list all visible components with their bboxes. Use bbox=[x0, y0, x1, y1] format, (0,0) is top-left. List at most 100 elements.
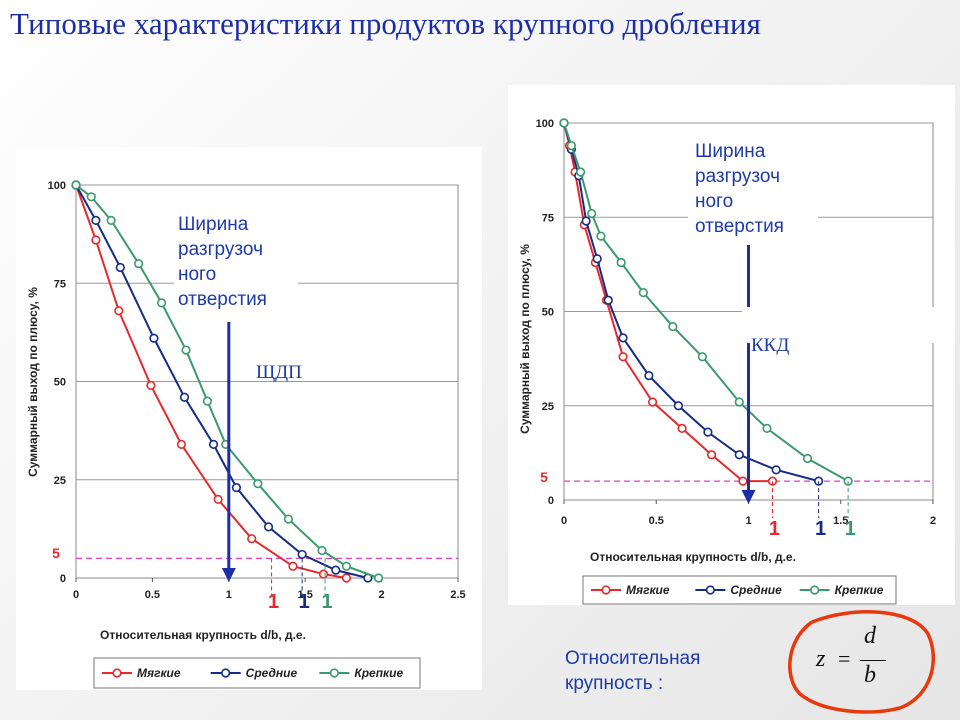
data-point bbox=[156, 298, 167, 308]
x-tick-label: 2.5 bbox=[450, 589, 465, 601]
formula-label: Относительная крупность : bbox=[565, 648, 701, 694]
data-point bbox=[771, 465, 781, 475]
page-title: Типовые характеристики продуктов крупног… bbox=[10, 6, 761, 41]
data-point bbox=[146, 380, 156, 391]
formula-fraction-bar bbox=[860, 660, 886, 661]
data-point bbox=[86, 192, 96, 202]
legend-label: Средние bbox=[730, 583, 782, 597]
data-point bbox=[317, 545, 327, 556]
legend-label: Мягкие bbox=[626, 583, 670, 597]
annotation-line: разгрузоч bbox=[695, 166, 780, 187]
data-point bbox=[677, 423, 687, 433]
data-point bbox=[71, 180, 81, 190]
data-point bbox=[668, 321, 678, 332]
data-point bbox=[603, 295, 613, 305]
x-axis-title: Относительная крупность d/b, д.е. bbox=[100, 628, 306, 642]
data-point bbox=[734, 397, 744, 407]
annotation-line: ного bbox=[695, 191, 733, 212]
data-point bbox=[318, 569, 329, 579]
data-point bbox=[253, 479, 263, 489]
annotation-box bbox=[688, 137, 818, 240]
crusher-title-box bbox=[742, 307, 934, 343]
data-point bbox=[802, 453, 813, 464]
data-point bbox=[576, 167, 586, 177]
y-tick-label: 25 bbox=[542, 401, 554, 413]
data-point bbox=[91, 215, 101, 225]
data-point bbox=[647, 397, 658, 407]
data-point bbox=[373, 573, 384, 583]
y-tick-label: 25 bbox=[54, 475, 66, 487]
data-point bbox=[618, 352, 628, 362]
legend-swatch-marker bbox=[329, 668, 339, 678]
y-tick-label: 50 bbox=[54, 377, 66, 389]
data-point bbox=[618, 333, 628, 343]
annotation-box bbox=[174, 207, 298, 317]
data-point bbox=[559, 118, 569, 128]
data-point bbox=[566, 141, 576, 151]
data-point bbox=[638, 288, 648, 298]
x-axis-title: Относительная крупность d/b, д.е. bbox=[590, 550, 796, 564]
data-point bbox=[703, 427, 713, 437]
data-point bbox=[596, 231, 606, 241]
chart-panel-right: 0 25 50 75 100 0 0.5 1 1.5 2 Суммарный выход по пл… bbox=[508, 85, 955, 605]
x-tick-label: 1 bbox=[226, 589, 232, 601]
formula-numerator: d bbox=[864, 623, 876, 649]
formula-ring bbox=[788, 610, 936, 714]
data-point bbox=[592, 254, 602, 264]
annotation-line: Ширина bbox=[695, 141, 766, 162]
x-tick-label: 1.5 bbox=[833, 515, 848, 527]
formula: z = d b bbox=[808, 622, 908, 692]
x-tick-label: 0 bbox=[73, 589, 79, 601]
end-label: 1 bbox=[845, 518, 856, 540]
legend-swatch-marker bbox=[705, 585, 715, 595]
y-tick-label: 100 bbox=[48, 180, 66, 192]
data-point bbox=[213, 494, 223, 505]
data-point bbox=[331, 565, 341, 575]
data-point bbox=[738, 476, 748, 486]
chart-panel-left: 0 25 50 75 100 0 0.5 1 1.5 2 2.5 Суммарный выход по… bbox=[16, 147, 482, 690]
formula-z: z bbox=[816, 646, 826, 672]
data-point bbox=[149, 333, 159, 343]
legend-label: Крепкие bbox=[835, 583, 884, 597]
legend-box bbox=[93, 657, 421, 689]
data-point bbox=[115, 262, 125, 273]
formula-equals: = bbox=[838, 646, 851, 671]
data-point bbox=[91, 235, 101, 245]
y-axis-title: Суммарный выход по плюсу, % bbox=[518, 244, 532, 434]
crusher-title: ККД bbox=[751, 335, 789, 356]
data-point bbox=[707, 450, 717, 460]
data-point bbox=[283, 514, 293, 524]
x-tick-label: 0.5 bbox=[649, 515, 664, 527]
data-point bbox=[644, 370, 654, 381]
data-point bbox=[134, 258, 144, 269]
data-point bbox=[114, 306, 124, 316]
data-point bbox=[208, 439, 219, 449]
y-tick-label: 50 bbox=[542, 307, 554, 319]
annotation-line: ного bbox=[178, 264, 216, 285]
annotation-line: отверстия bbox=[695, 216, 784, 237]
legend-swatch-marker bbox=[112, 668, 122, 678]
data-point bbox=[587, 208, 597, 219]
y-tick-label: 75 bbox=[542, 212, 554, 224]
legend-swatch-marker bbox=[221, 668, 231, 678]
annotation-line: разгрузоч bbox=[178, 239, 263, 260]
data-point bbox=[288, 561, 298, 571]
arrow-head bbox=[221, 568, 236, 582]
data-point bbox=[616, 257, 626, 268]
marker-label-5: 5 bbox=[540, 469, 548, 485]
data-point bbox=[181, 345, 191, 355]
y-tick-label: 75 bbox=[54, 278, 66, 290]
marker-label-5: 5 bbox=[52, 545, 60, 561]
data-point bbox=[734, 450, 744, 460]
data-point bbox=[231, 483, 242, 493]
data-point bbox=[341, 561, 352, 571]
data-point bbox=[106, 215, 116, 225]
data-point bbox=[341, 573, 352, 583]
x-tick-label: 0.5 bbox=[145, 589, 160, 601]
end-label: 1 bbox=[769, 518, 780, 540]
formula-denominator: b bbox=[864, 662, 876, 688]
end-label: 1 bbox=[268, 591, 279, 613]
legend-box bbox=[582, 575, 897, 605]
